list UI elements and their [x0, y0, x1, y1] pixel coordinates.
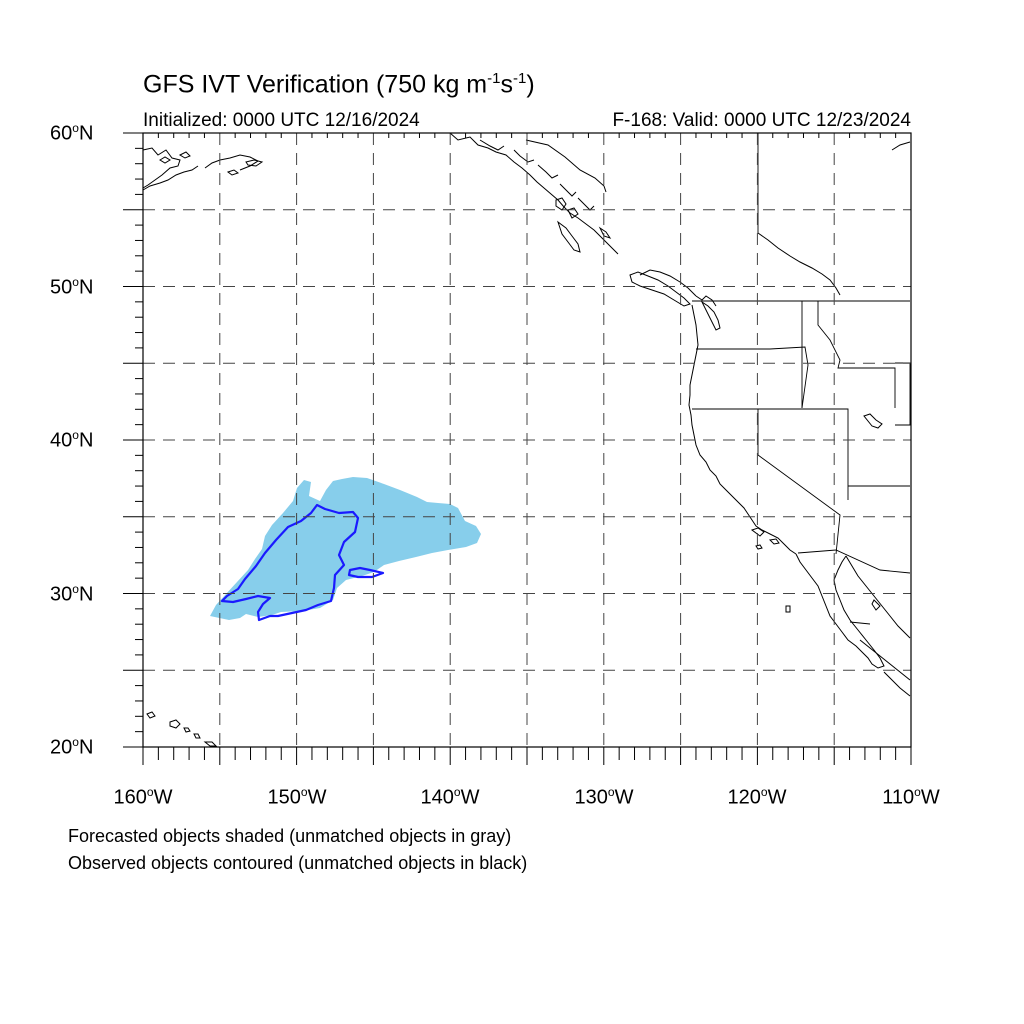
- initialized-time: Initialized: 0000 UTC 12/16/2024: [143, 110, 420, 131]
- lat-label-60: 60oN: [50, 121, 94, 145]
- lon-label-140: 140oW: [420, 785, 480, 809]
- chart-title: GFS IVT Verification (750 kg m-1s-1): [143, 70, 535, 99]
- valid-time: F-168: Valid: 0000 UTC 12/23/2024: [612, 110, 911, 131]
- map-frame: [142, 132, 912, 748]
- lon-label-110: 110oW: [882, 785, 940, 809]
- ivt-objects: [210, 477, 481, 622]
- observed-ivt-contour-lobe: [347, 566, 385, 579]
- lat-label-40: 40oN: [50, 428, 94, 452]
- observed-ivt-contour-main: [220, 503, 360, 622]
- lon-label-120: 120oW: [727, 785, 787, 809]
- forecast-ivt-object: [210, 477, 481, 620]
- political-boundaries: [692, 133, 911, 625]
- lat-label-30: 30oN: [50, 582, 94, 606]
- coastlines: [142, 132, 911, 747]
- lat-label-20: 20oN: [50, 735, 94, 759]
- gridlines: [143, 133, 911, 747]
- lon-label-150: 150oW: [267, 785, 327, 809]
- lat-label-50: 50oN: [50, 275, 94, 299]
- footnote-observed: Observed objects contoured (unmatched ob…: [68, 853, 528, 873]
- lon-label-160: 160oW: [113, 785, 173, 809]
- lon-label-130: 130oW: [574, 785, 634, 809]
- axis-ticks: [123, 132, 912, 765]
- footnote-forecast: Forecasted objects shaded (unmatched obj…: [68, 826, 512, 846]
